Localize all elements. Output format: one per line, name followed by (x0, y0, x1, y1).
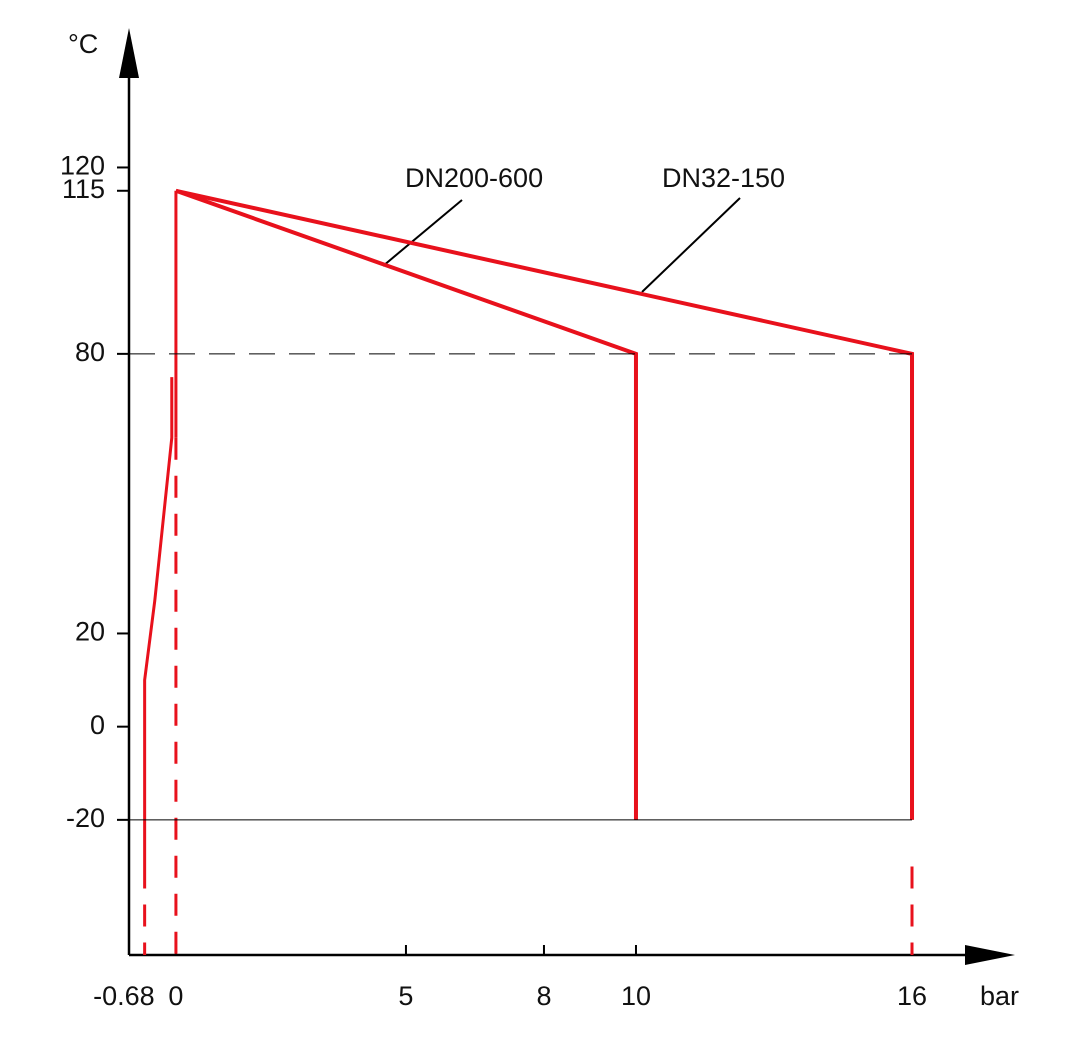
y-tick-label: 115 (62, 174, 105, 204)
x-tick-label: -0.68 (93, 981, 155, 1011)
leader-line (382, 199, 463, 267)
y-tick-label: 80 (75, 337, 105, 367)
series-label: DN32-150 (662, 163, 785, 193)
x-axis-arrow (965, 945, 1015, 965)
series-label: DN200-600 (405, 163, 543, 193)
leader-line (641, 197, 741, 293)
x-axis-label: bar (980, 981, 1019, 1011)
series-line (175, 188, 638, 820)
y-tick-label: 120 (60, 151, 105, 181)
series-line (143, 377, 174, 867)
y-tick-label: -20 (66, 803, 105, 833)
x-tick-label: 8 (536, 981, 551, 1011)
y-tick-label: 20 (75, 617, 105, 647)
x-tick-label: 16 (897, 981, 927, 1011)
y-tick-label: 0 (90, 710, 105, 740)
x-tick-label: 10 (621, 981, 651, 1011)
x-tick-label: 0 (168, 981, 183, 1011)
x-tick-label: 5 (398, 981, 413, 1011)
y-axis-label: °C (68, 29, 98, 59)
series-line (175, 188, 915, 820)
y-axis-arrow (119, 28, 139, 78)
